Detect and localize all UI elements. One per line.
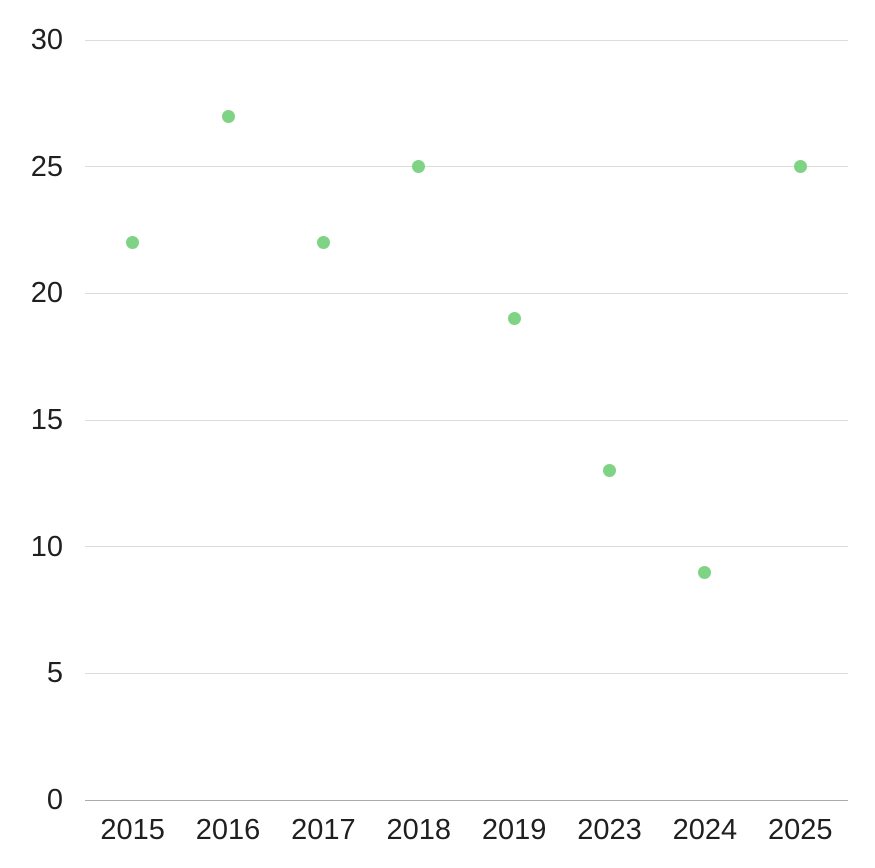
- gridline: [85, 39, 848, 41]
- gridline: [85, 292, 848, 294]
- x-axis-line: [85, 799, 848, 801]
- y-axis-tick-label: 10: [30, 530, 63, 563]
- y-axis-tick-label: 30: [30, 24, 63, 56]
- gridline: [85, 672, 848, 674]
- x-axis-tick-label: 2015: [100, 814, 165, 846]
- data-point: [793, 160, 807, 174]
- y-axis-tick-label: 20: [30, 277, 63, 310]
- data-point: [412, 160, 426, 174]
- y-axis-tick-label: 5: [46, 657, 63, 690]
- gridline: [85, 419, 848, 421]
- data-point: [316, 236, 330, 250]
- x-axis-tick-label: 2018: [386, 814, 452, 846]
- y-axis-tick-label: 0: [46, 784, 63, 816]
- y-axis-tick-label: 25: [30, 150, 63, 183]
- data-point: [698, 565, 712, 579]
- data-point: [507, 312, 521, 326]
- x-axis-tick-label: 2017: [291, 814, 356, 846]
- y-axis-tick-label: 15: [30, 404, 63, 436]
- x-axis-tick-label: 2024: [672, 814, 738, 846]
- x-axis-tick-label: 2025: [768, 814, 833, 846]
- gridline: [85, 166, 848, 168]
- x-axis-tick-label: 2016: [195, 814, 261, 846]
- data-point: [603, 464, 617, 478]
- x-axis-tick-label: 2023: [577, 814, 642, 846]
- data-point: [126, 236, 140, 250]
- x-axis-tick-label: 2019: [481, 814, 547, 846]
- data-point: [221, 109, 235, 123]
- gridline: [85, 546, 848, 548]
